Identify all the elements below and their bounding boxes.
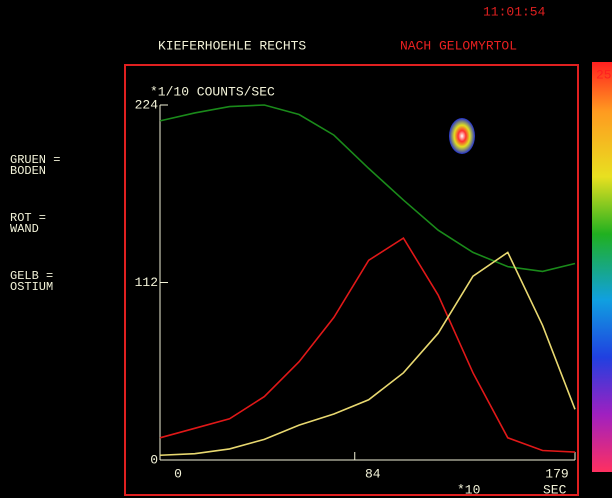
x-axis-scale: *10 <box>457 482 480 497</box>
legend-note: WAND <box>10 222 39 236</box>
x-tick-label: 0 <box>174 466 182 481</box>
scan-image <box>449 118 475 154</box>
page: {"chart_data": {"type": "line", "clock":… <box>0 0 612 498</box>
colorbar-label: 25 <box>596 67 612 82</box>
y-axis-label: *1/10 COUNTS/SEC <box>150 84 275 99</box>
y-tick-label: 224 <box>135 97 159 112</box>
line <box>160 252 575 455</box>
color-bar <box>592 62 612 472</box>
x-axis-unit: SEC <box>543 482 567 497</box>
legend-note: OSTIUM <box>10 280 53 294</box>
y-tick-label: 0 <box>150 452 158 467</box>
y-tick-label: 112 <box>135 275 158 290</box>
plot-frame <box>125 65 578 495</box>
x-tick-label: 179 <box>545 466 568 481</box>
legend-note: BODEN <box>10 164 46 178</box>
chart: 11:01:54 KIEFERHOEHLE RECHTS NACH GELOMY… <box>0 0 612 498</box>
x-tick-label: 84 <box>365 466 381 481</box>
clock: 11:01:54 <box>483 4 546 19</box>
line <box>160 238 575 452</box>
chart-title: KIEFERHOEHLE RECHTS <box>158 38 306 53</box>
line <box>160 105 575 271</box>
chart-subtitle: NACH GELOMYRTOL <box>400 38 517 53</box>
